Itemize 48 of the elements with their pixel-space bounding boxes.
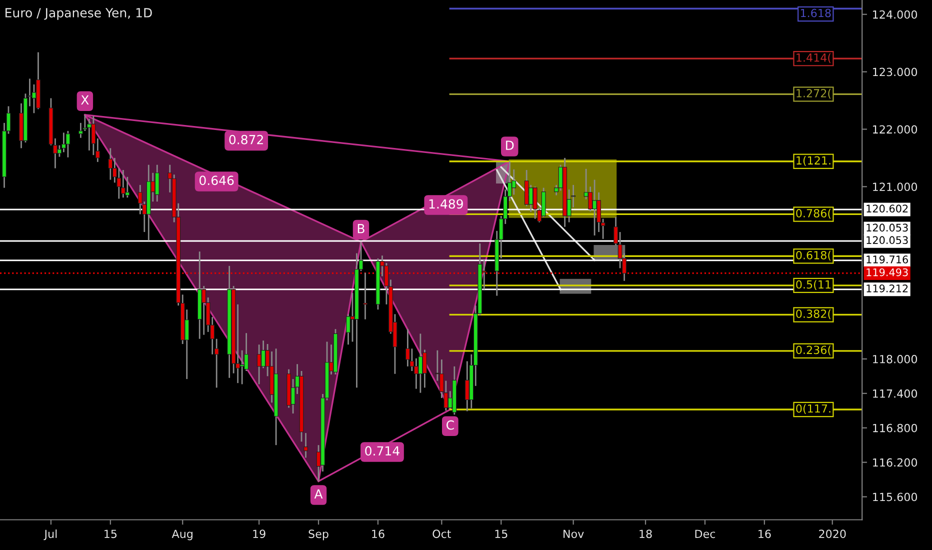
y-tick-label: 115.600 [873, 492, 918, 502]
series-label: 0.786( [796, 208, 831, 219]
series-label: 1.618 [800, 8, 831, 18]
y-tick-label: 116.800 [873, 424, 918, 432]
annotation: C [446, 420, 454, 430]
annotation: 1.489 [429, 199, 463, 209]
ref-line-label: 119.716 [866, 256, 908, 264]
text: Euro / Japanese Yen, 1D [6, 8, 152, 20]
series-label: 1.414( [796, 53, 831, 64]
x-tick-label: Sep [308, 530, 328, 540]
annotation: D [506, 140, 514, 150]
x-tick-label: 16 [372, 530, 384, 538]
x-tick-label: 16 [758, 530, 771, 538]
y-tick-label: 117.400 [873, 389, 918, 398]
x-tick-label: 19 [253, 530, 266, 538]
x-tick-label: 2020 [819, 530, 846, 538]
series-label: 0.5(11 [796, 280, 831, 290]
annotation: 0.714 [365, 446, 400, 456]
series-label: 0(117. [796, 404, 830, 414]
y-tick-label: 122.000 [873, 125, 918, 134]
y-tick-label: 116.200 [873, 458, 918, 467]
series-label: 0.618( [796, 250, 831, 261]
series-label: 1.272( [796, 88, 831, 99]
annotation: 120.053 [866, 224, 908, 232]
ref-line-label: 119.493 [866, 268, 908, 276]
ref-line-label: 119.212 [866, 284, 908, 292]
y-tick-label: 121.000 [873, 182, 918, 192]
x-tick-label: Oct [432, 530, 452, 538]
annotation: A [314, 489, 323, 499]
x-tick-label: Nov [564, 530, 584, 538]
x-tick-label: Aug [172, 530, 192, 540]
x-tick-label: 18 [640, 530, 652, 538]
x-tick-label: 15 [104, 530, 117, 538]
x-tick-label: Dec [695, 530, 716, 538]
series-label: 0.382( [796, 309, 831, 320]
y-tick-label: 124.000 [873, 10, 918, 19]
ref-line-label: 120.602 [866, 204, 908, 213]
annotation: 0.872 [229, 134, 263, 144]
x-tick-label: 15 [495, 530, 508, 538]
series-label: 0.236( [796, 346, 831, 356]
y-tick-label: 123.000 [873, 68, 918, 76]
x-tick-label: Jul [44, 529, 57, 540]
series-label: 1(121. [796, 156, 830, 166]
annotation: 0.646 [200, 176, 234, 186]
ref-line-label: 120.053 [866, 236, 908, 244]
annotation: X [81, 95, 89, 105]
annotation: B [358, 224, 364, 234]
y-tick-label: 118.000 [873, 354, 918, 364]
